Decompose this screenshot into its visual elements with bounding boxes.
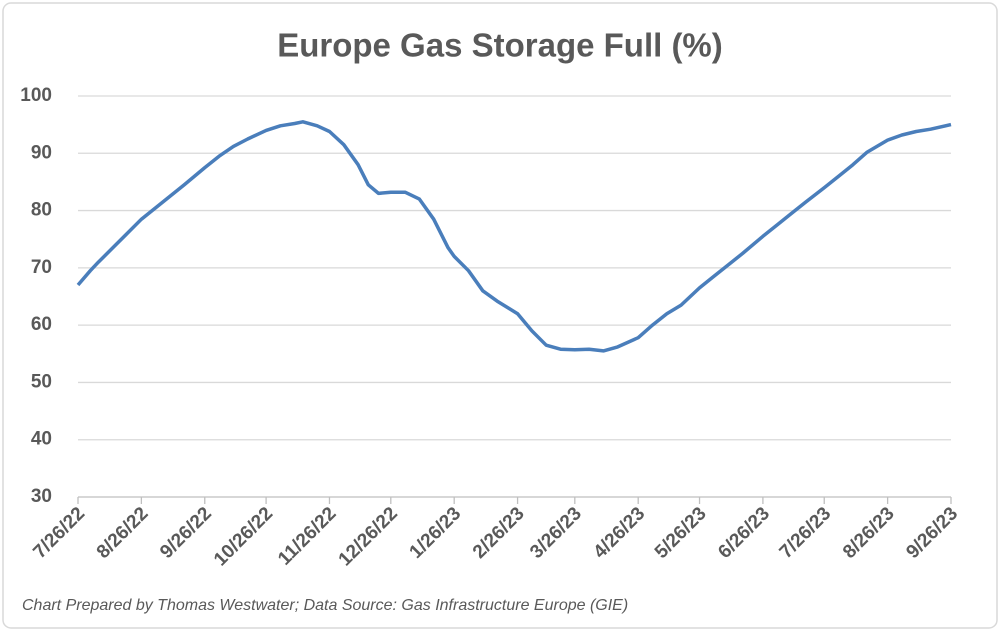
data-line: [76, 120, 952, 353]
y-tick-label: 50: [31, 371, 52, 392]
y-tick-label: 60: [31, 314, 52, 335]
y-tick-label: 90: [31, 142, 52, 163]
chart-title: Europe Gas Storage Full (%): [277, 27, 723, 64]
y-tick-label: 30: [31, 486, 52, 507]
y-tick-label: 100: [20, 85, 52, 106]
y-tick-label: 40: [31, 429, 52, 450]
y-tick-label: 70: [31, 257, 52, 278]
source-note: Chart Prepared by Thomas Westwater; Data…: [22, 597, 628, 614]
y-tick-label: 80: [31, 200, 52, 221]
